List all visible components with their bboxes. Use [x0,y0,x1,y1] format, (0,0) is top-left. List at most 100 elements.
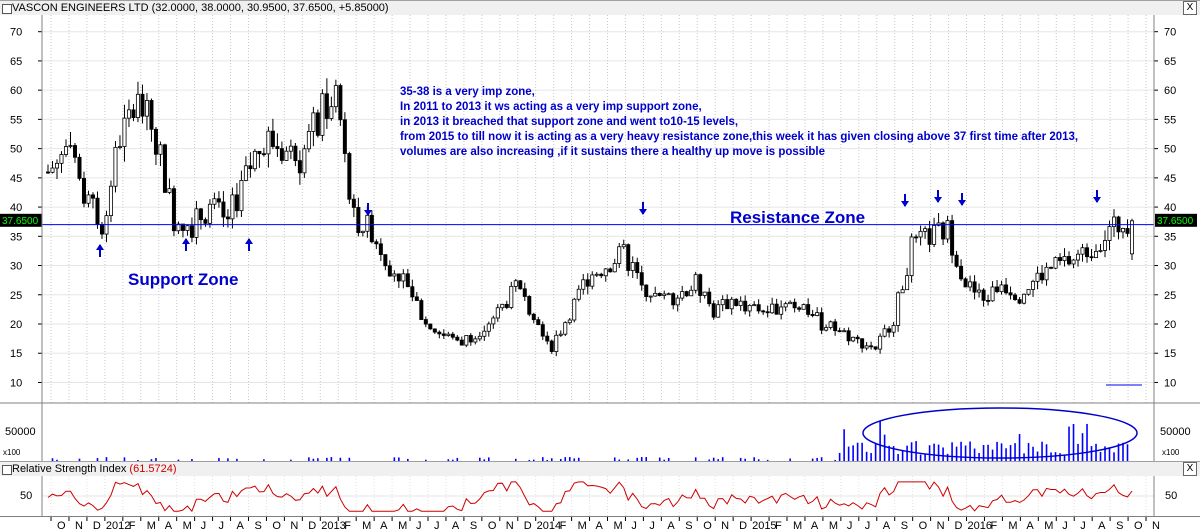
volume-bar [946,453,949,461]
volume-bar [532,459,535,461]
price-tick-right: 25 [1164,290,1176,302]
candle-body [180,223,185,231]
rsi-title-bar[interactable]: Relative Strength Index (61.5724) X [0,461,1200,477]
candle-body [239,180,244,212]
candle-body [968,281,973,288]
candle-body [716,304,721,318]
candle-body [122,117,127,147]
time-tick-label: D [955,520,963,531]
volume-bar [514,458,517,461]
time-tick-label: 2012 [106,520,130,531]
candle-body [707,291,712,305]
time-tick-label: F [560,520,567,531]
arrow-markers [96,190,1101,257]
time-tick-label: F [990,520,997,531]
price-tick-right: 15 [1164,348,1176,360]
candle-body [315,112,320,136]
time-tick-label: M [793,520,802,531]
time-tick-label: O [272,520,281,531]
price-tick-right: 65 [1164,56,1176,68]
candle-body [563,322,568,335]
candle-body [216,198,221,203]
candle-body [1094,250,1099,259]
window-icon [2,465,12,475]
candle-body [446,333,451,336]
candle-body [500,303,505,309]
candle-body [68,145,73,147]
time-tick-label: O [919,520,928,531]
candle-body [770,303,775,314]
candle-body [1053,257,1058,269]
volume-bar [550,458,553,461]
candle-body [666,293,671,296]
candle-body [72,145,77,158]
candle-body [558,333,563,336]
candle-body [437,331,442,335]
time-tick-label: A [1098,520,1106,531]
rsi-panel[interactable]: 50 50 [0,476,1200,516]
price-tick-right: 50 [1164,144,1176,156]
price-title-bar[interactable]: VASCON ENGINEERS LTD (32.0000, 38.0000, … [0,0,1200,16]
candle-body [752,304,757,307]
volume-bar [663,459,666,461]
candle-body [1044,266,1049,281]
candle-body [540,324,545,337]
candle-body [531,313,536,321]
volume-bar [766,459,769,461]
time-axis: O N D 2012 F M A M J J A S O N D 2013 F M A M J J A S O N D 2014 F M A… [0,516,1200,531]
time-tick-label: M [1044,520,1053,531]
price-panel[interactable]: 10 10 15 15 20 20 25 25 30 30 35 35 40 40 45 45 50 50 55 55… [0,15,1200,461]
candle-body [225,216,230,220]
price-tick-right: 60 [1164,85,1176,97]
candle-body [513,280,518,287]
candle-body [504,303,509,308]
volume-bar [1068,426,1070,461]
volume-bar [852,445,854,461]
close-icon[interactable]: X [1183,1,1197,15]
price-tick-right: 40 [1164,202,1176,214]
volume-bar [843,429,845,461]
volume-bar [1000,443,1003,461]
volume-bar [1104,446,1106,461]
volume-bar [1108,447,1111,461]
candle-body [405,273,410,288]
candle-body [995,286,1000,293]
candle-body [333,85,338,108]
candle-body [639,272,644,286]
volume-bar [996,441,998,461]
candle-body [495,307,500,319]
time-tick-label: N [937,520,945,531]
candle-body [1107,226,1112,241]
volume-bar [636,457,639,461]
candle-body [896,292,901,326]
time-tick-label: 2014 [537,520,561,531]
candle-body [657,292,662,296]
candle-body [1058,257,1063,262]
last-price-tag-left-text: 37.6500 [2,216,39,227]
price-tick-left: 45 [10,173,22,185]
candle-body [644,284,649,297]
candle-body [599,273,604,277]
price-chart: 10 10 15 15 20 20 25 25 30 30 35 35 40 40 45 45 50 50 55 55… [0,15,1200,461]
analyst-annotation: 35-38 is a very imp zone, In 2011 to 201… [400,86,1078,158]
volume-bar [856,442,859,461]
time-tick-label: M [1008,520,1017,531]
candle-body [117,146,122,148]
volume-bar [924,453,926,461]
candle-body [176,223,181,232]
candle-body [909,236,914,277]
candle-body [734,298,739,306]
annotation-line-4: from 2015 to till now it is acting as a … [400,131,1078,143]
time-tick-label: F [775,520,782,531]
volume-bar [1032,446,1034,461]
price-tick-left: 70 [10,27,22,39]
close-icon[interactable]: X [1183,462,1197,476]
down-arrow-head-icon [934,197,942,203]
volume-bar [667,457,670,461]
candle-body [149,100,154,130]
candle-body [891,325,896,333]
candle-body [509,285,514,308]
candle-body [761,310,766,313]
candle-body [144,100,149,117]
candle-body [833,321,838,332]
